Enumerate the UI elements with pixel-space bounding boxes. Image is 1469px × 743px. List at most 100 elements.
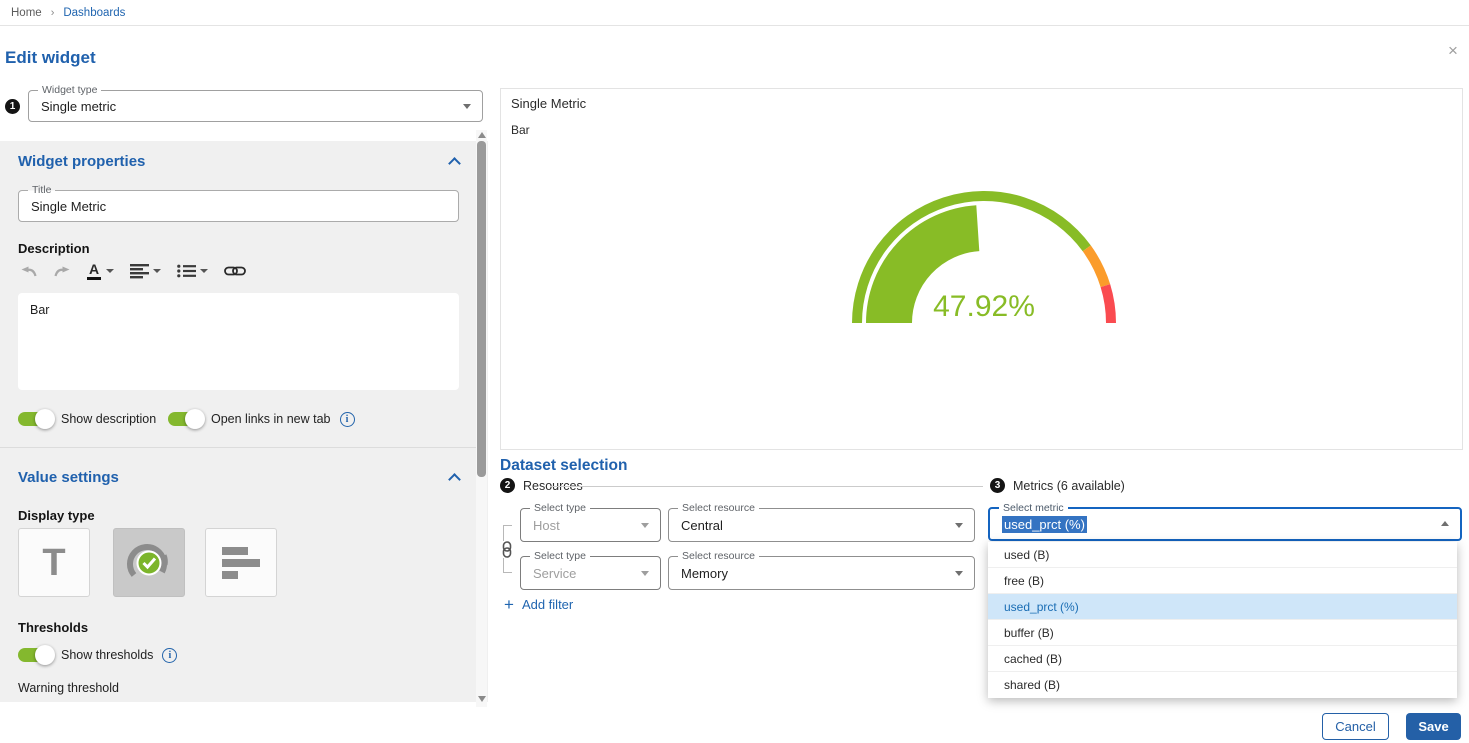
metric-select[interactable]: Select metric used_prct (%) xyxy=(988,502,1462,541)
text-color-dropdown-icon[interactable] xyxy=(106,269,114,273)
warning-threshold-label: Warning threshold xyxy=(18,681,119,695)
metric-options-menu: used (B) free (B) used_prct (%) buffer (… xyxy=(988,542,1457,698)
close-icon[interactable]: × xyxy=(1448,41,1458,60)
title-input-label: Title xyxy=(28,184,56,197)
show-description-toggle[interactable] xyxy=(18,409,55,429)
display-type-text-button[interactable]: T xyxy=(18,528,90,597)
chevron-down-icon[interactable] xyxy=(955,523,963,528)
show-thresholds-row: Show thresholds i xyxy=(18,645,178,665)
open-links-row: Open links in new tab i xyxy=(168,409,355,429)
scrollbar-thumb[interactable] xyxy=(477,141,486,477)
chain-link-icon xyxy=(500,541,513,558)
value-settings-heading: Value settings xyxy=(18,469,119,486)
widget-preview-panel: Single Metric Bar 47.92% xyxy=(500,88,1463,450)
chevron-down-icon[interactable] xyxy=(641,523,649,528)
page-title: Edit widget xyxy=(5,48,96,67)
plus-icon: + xyxy=(504,595,514,614)
show-description-label: Show description xyxy=(61,412,157,426)
metrics-label: Metrics (6 available) xyxy=(1013,478,1125,493)
description-textarea[interactable]: Bar xyxy=(18,293,459,390)
info-icon[interactable]: i xyxy=(339,411,355,427)
widget-type-select[interactable]: Widget type Single metric xyxy=(28,84,483,122)
resource-type-select-2[interactable]: Select type Service xyxy=(520,550,661,590)
select-resource-label: Select resource xyxy=(678,550,759,563)
menu-item-used[interactable]: used (B) xyxy=(988,542,1457,568)
collapse-chevron-icon[interactable] xyxy=(448,473,461,486)
widget-type-value: Single metric xyxy=(41,98,117,114)
menu-item-free[interactable]: free (B) xyxy=(988,568,1457,594)
gauge-chart: 47.92% xyxy=(852,191,1116,324)
step-badge-3: 3 xyxy=(990,478,1005,493)
show-thresholds-toggle[interactable] xyxy=(18,645,55,665)
menu-item-buffer[interactable]: buffer (B) xyxy=(988,620,1457,646)
open-links-toggle[interactable] xyxy=(168,409,205,429)
add-filter-label: Add filter xyxy=(521,597,574,612)
resources-label: Resources xyxy=(523,478,583,493)
title-input-value: Single Metric xyxy=(31,198,107,214)
collapse-chevron-icon[interactable] xyxy=(448,157,461,170)
description-toolbar: A xyxy=(16,258,246,284)
breadcrumb: Home › Dashboards xyxy=(0,0,1469,26)
select-type-label: Select type xyxy=(530,550,590,563)
breadcrumb-dashboards-link[interactable]: Dashboards xyxy=(63,6,126,19)
resource-select-2[interactable]: Select resource Memory xyxy=(668,550,975,590)
description-label: Description xyxy=(18,241,90,256)
preview-description: Bar xyxy=(511,123,530,137)
select-type-label: Select type xyxy=(530,502,590,515)
text-display-icon: T xyxy=(42,541,66,584)
select-resource-label: Select resource xyxy=(678,502,759,515)
step-badge-1: 1 xyxy=(5,99,20,114)
step-badge-2: 2 xyxy=(500,478,515,493)
bar-display-icon xyxy=(222,546,260,579)
redo-icon[interactable] xyxy=(48,264,74,279)
menu-item-cached[interactable]: cached (B) xyxy=(988,646,1457,672)
scrollbar-up-icon[interactable] xyxy=(478,132,486,138)
show-description-row: Show description xyxy=(18,409,156,429)
svg-text:A: A xyxy=(89,262,99,277)
title-input[interactable]: Title Single Metric xyxy=(18,184,459,222)
metric-select-value: used_prct (%) xyxy=(1002,515,1087,533)
chevron-down-icon[interactable] xyxy=(955,571,963,576)
undo-icon[interactable] xyxy=(16,264,42,279)
align-dropdown-icon[interactable] xyxy=(153,269,161,273)
dataset-selection-heading: Dataset selection xyxy=(500,457,628,474)
resource-type-select-1[interactable]: Select type Host xyxy=(520,502,661,542)
add-filter-button[interactable]: + Add filter xyxy=(504,596,573,613)
description-text: Bar xyxy=(30,303,50,317)
list-icon[interactable] xyxy=(177,264,196,278)
widget-properties-heading: Widget properties xyxy=(18,153,146,170)
resources-rule xyxy=(550,486,983,487)
breadcrumb-home-link[interactable]: Home xyxy=(11,6,42,19)
resource-type-value-1: Host xyxy=(533,517,560,533)
menu-item-shared[interactable]: shared (B) xyxy=(1004,678,1061,692)
scrollbar-down-icon[interactable] xyxy=(478,696,486,702)
chevron-up-icon[interactable] xyxy=(1441,521,1449,526)
chevron-down-icon[interactable] xyxy=(641,571,649,576)
widget-type-label: Widget type xyxy=(38,84,102,97)
thresholds-label: Thresholds xyxy=(18,620,89,635)
display-type-bar-button[interactable] xyxy=(205,528,277,597)
resource-value-1: Central xyxy=(681,517,723,533)
metrics-group-label: 3 Metrics (6 available) xyxy=(990,478,1125,493)
section-divider xyxy=(0,447,476,448)
resources-group-label: 2 Resources xyxy=(500,478,583,493)
align-icon[interactable] xyxy=(130,263,149,279)
save-button[interactable]: Save xyxy=(1406,713,1461,740)
preview-title: Single Metric xyxy=(511,96,587,111)
resource-value-2: Memory xyxy=(681,565,728,581)
display-type-gauge-button[interactable] xyxy=(113,528,185,597)
cancel-button[interactable]: Cancel xyxy=(1322,713,1389,740)
widget-settings-panel: Widget properties Title Single Metric De… xyxy=(0,141,488,702)
list-dropdown-icon[interactable] xyxy=(200,269,208,273)
show-thresholds-label: Show thresholds xyxy=(61,648,154,662)
chevron-down-icon[interactable] xyxy=(463,104,471,109)
select-metric-label: Select metric xyxy=(999,502,1068,515)
link-icon[interactable] xyxy=(224,264,246,278)
menu-item-used-prct[interactable]: used_prct (%) xyxy=(988,594,1457,620)
text-color-icon[interactable]: A xyxy=(86,262,102,281)
chevron-right-icon: › xyxy=(50,6,55,19)
info-icon[interactable]: i xyxy=(162,647,178,663)
resource-select-1[interactable]: Select resource Central xyxy=(668,502,975,542)
display-type-label: Display type xyxy=(18,508,95,523)
open-links-label: Open links in new tab xyxy=(211,412,331,426)
